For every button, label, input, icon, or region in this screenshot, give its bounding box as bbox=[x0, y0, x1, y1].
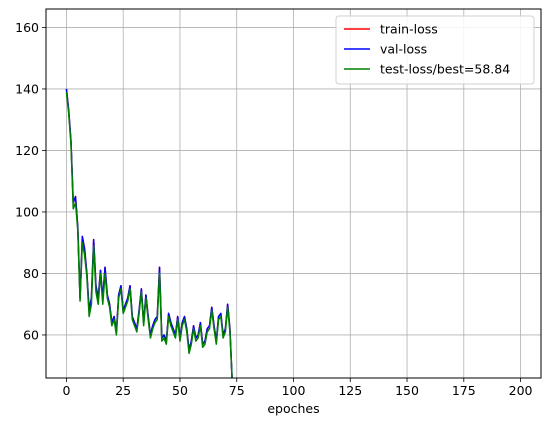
x-tick-label: 175 bbox=[452, 383, 476, 398]
y-tick-label: 120 bbox=[15, 143, 39, 158]
x-tick-label: 50 bbox=[172, 383, 188, 398]
x-tick-label: 25 bbox=[115, 383, 131, 398]
x-axis-label: epoches bbox=[267, 401, 319, 416]
y-tick-label: 80 bbox=[23, 266, 39, 281]
x-tick-label: 150 bbox=[395, 383, 419, 398]
series-lines bbox=[65, 88, 233, 378]
legend-label: train-loss bbox=[380, 22, 438, 37]
series-line-3 bbox=[65, 91, 233, 378]
y-axis-ticks: 60 80 100 120 140 160 bbox=[15, 20, 46, 342]
legend-label: test-loss/best=58.84 bbox=[380, 62, 510, 77]
x-tick-label: 100 bbox=[282, 383, 306, 398]
x-tick-label: 200 bbox=[509, 383, 533, 398]
x-tick-label: 75 bbox=[229, 383, 245, 398]
x-tick-label: 125 bbox=[338, 383, 362, 398]
y-tick-label: 160 bbox=[15, 20, 39, 35]
x-axis-ticks: 0 25 50 75 100 125 150 175 200 bbox=[62, 378, 533, 398]
legend-box bbox=[335, 15, 535, 85]
legend: train-loss val-loss test-loss/best=58.84 bbox=[335, 15, 535, 85]
x-tick-label: 0 bbox=[62, 383, 70, 398]
y-tick-label: 60 bbox=[23, 327, 39, 342]
y-tick-label: 140 bbox=[15, 81, 39, 96]
y-tick-label: 100 bbox=[15, 204, 39, 219]
legend-label: val-loss bbox=[380, 42, 427, 57]
